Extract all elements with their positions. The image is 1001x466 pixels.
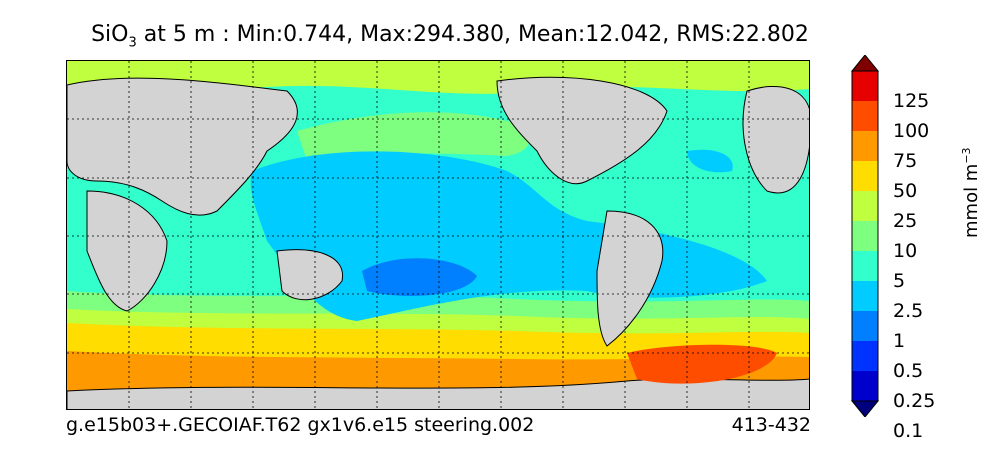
- graticule: [67, 61, 809, 409]
- units-main: mmol m: [961, 163, 982, 238]
- case-name: g.e15b03+.GECOIAF.T62 gx1v6.e15 steering…: [66, 414, 535, 436]
- colorbar-tick-label: 125: [893, 90, 930, 112]
- colorbar-block: [852, 221, 878, 251]
- colorbar-block: [852, 71, 878, 101]
- colorbar-tick-label: 75: [893, 150, 918, 172]
- colorbar-tick-label: 0.25: [893, 390, 936, 412]
- colorbar-block: [852, 371, 878, 401]
- map-svg: [67, 61, 809, 409]
- south-america-land: [596, 210, 664, 347]
- colorbar-tick-label: 10: [893, 240, 918, 262]
- colorbar-block: [852, 101, 878, 131]
- year-range: 413-432: [731, 414, 811, 436]
- pacific-min-region: [362, 258, 477, 296]
- colorbar-frame: [851, 70, 879, 402]
- colorbar-tick-label: 1: [893, 330, 906, 352]
- colorbar-tick-label: 25: [893, 210, 918, 232]
- australia-land: [276, 249, 343, 301]
- map-panel: [66, 60, 810, 410]
- colorbar: [850, 55, 880, 417]
- title-species: SiO: [91, 22, 129, 47]
- colorbar-block: [852, 191, 878, 221]
- colorbar-tick-label: 5: [893, 270, 906, 292]
- weddell-high-region: [627, 344, 777, 384]
- units-exponent: −3: [960, 147, 973, 164]
- eurasia-land: [67, 77, 298, 216]
- africa-land: [86, 190, 168, 312]
- europe-land: [742, 85, 809, 194]
- colorbar-units: mmol m−3: [960, 147, 982, 238]
- colorbar-block: [852, 311, 878, 341]
- colorbar-block: [852, 161, 878, 191]
- colorbar-tick-label: 50: [893, 180, 918, 202]
- north-america-land: [496, 76, 668, 185]
- colorbar-tick-label: 100: [893, 120, 930, 142]
- colorbar-tick-label: 0.5: [893, 360, 924, 382]
- north-atlantic-patch: [687, 149, 733, 173]
- colorbar-tick-label: 2.5: [893, 300, 924, 322]
- north-pacific-band: [297, 112, 530, 161]
- antarctica-land: [67, 378, 809, 409]
- colorbar-under-triangle: [850, 400, 880, 417]
- colorbar-block: [852, 341, 878, 371]
- title-species-subscript: 3: [128, 35, 137, 51]
- colorbar-block: [852, 131, 878, 161]
- colorbar-block: [852, 251, 878, 281]
- title-stats: at 5 m : Min:0.744, Max:294.380, Mean:12…: [136, 22, 809, 47]
- colorbar-tick-label: 0.1: [893, 420, 924, 442]
- colorbar-block: [852, 281, 878, 311]
- colorbar-over-triangle: [850, 55, 880, 72]
- plot-title: SiO3 at 5 m : Min:0.744, Max:294.380, Me…: [0, 22, 900, 50]
